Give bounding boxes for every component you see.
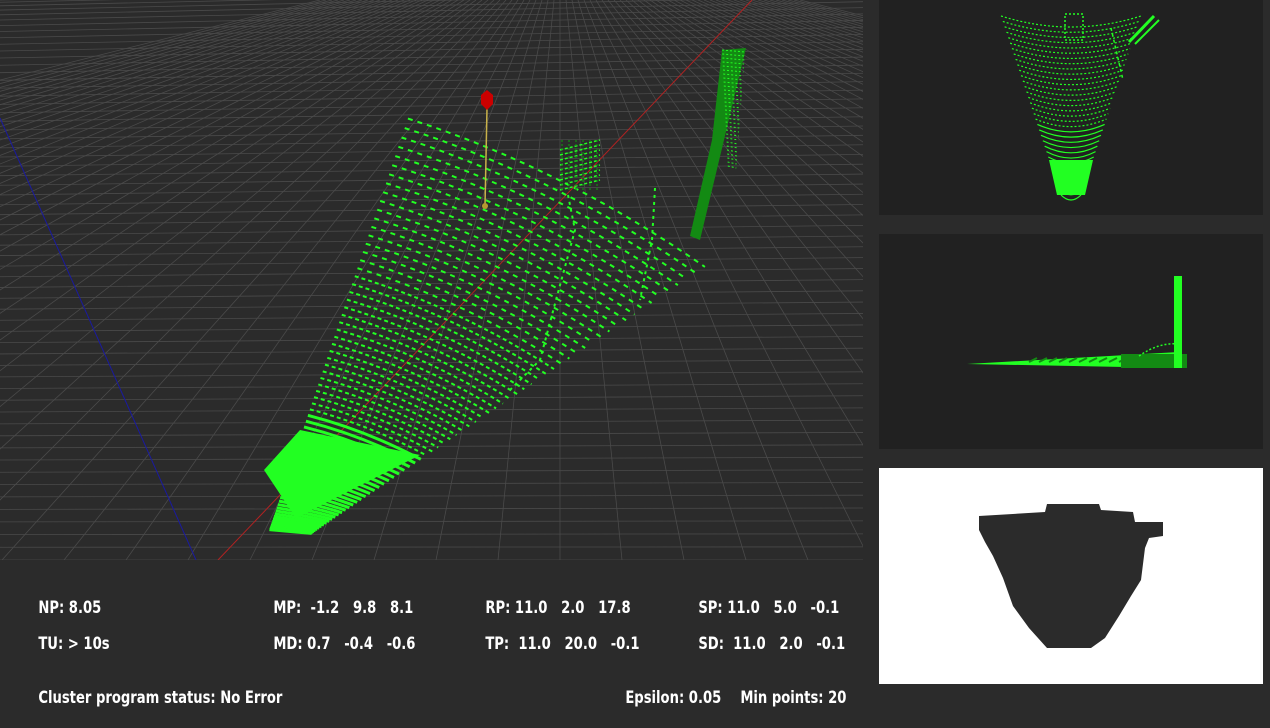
md-stat: MD: 0.7 -0.4 -0.6 [255,614,415,674]
md-label: MD: [273,634,302,654]
cluster-status: Cluster program status: No Error [20,668,282,728]
marker-head-icon[interactable] [481,90,493,110]
info-panel: NP: 8.05 TU: > 10s MP: -1.2 9.8 8.1 MD: … [0,560,863,704]
marker-base [482,203,488,209]
sd-stat: SD: 11.0 2.0 -0.1 [680,614,845,674]
sd-value: 11.0 2.0 -0.1 [729,634,846,654]
box-cluster [560,140,600,192]
epsilon-value: 0.05 [689,688,721,708]
min-points-label: Min points: [740,688,823,708]
sd-label: SD: [698,634,724,654]
3d-viewport[interactable] [0,0,863,560]
pole-cluster [690,48,746,240]
md-value: 0.7 -0.4 -0.6 [307,634,415,654]
tp-stat: TP: 11.0 20.0 -0.1 [467,614,639,674]
tp-value: 11.0 20.0 -0.1 [514,634,640,654]
tp-label: TP: [485,634,509,654]
cluster-status-value: No Error [220,688,282,708]
tu-stat: TU: > 10s [20,614,110,674]
tu-value: > 10s [68,634,110,654]
min-points-value: 20 [828,688,846,708]
min-points-stat: Min points: 20 [722,668,846,728]
cluster-mask-shape [979,504,1163,648]
epsilon-stat: Epsilon: 0.05 [607,668,721,728]
cluster-status-label: Cluster program status: [38,688,215,708]
tu-label: TU: [38,634,63,654]
top-view-panel[interactable] [879,0,1263,215]
epsilon-label: Epsilon: [625,688,684,708]
side-view-panel[interactable] [879,234,1263,449]
mask-view-panel[interactable] [879,468,1263,684]
